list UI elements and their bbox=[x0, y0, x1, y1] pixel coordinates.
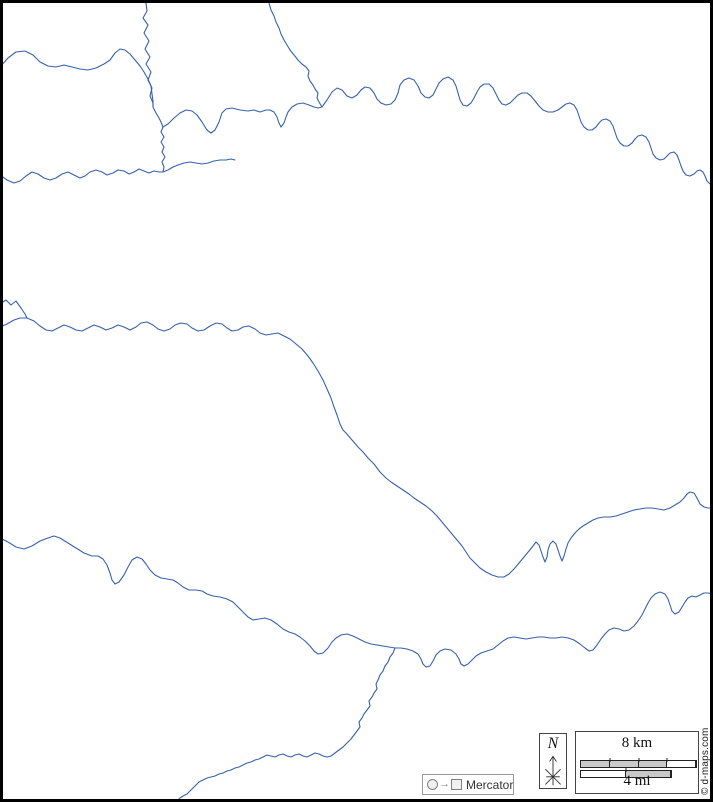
scale-bar-tick bbox=[625, 768, 627, 772]
scale-bar-tick bbox=[666, 758, 668, 762]
river-south-tributary bbox=[177, 647, 396, 801]
scale-bar-tick bbox=[609, 758, 611, 762]
river-south-branch bbox=[160, 126, 166, 173]
scale-km-bar bbox=[580, 758, 697, 768]
globe-circle-icon bbox=[427, 779, 438, 790]
compass-box: N bbox=[539, 733, 567, 789]
river-middle-main bbox=[0, 317, 713, 578]
scale-bar-segment bbox=[581, 761, 610, 767]
copyright-credit: © d-maps.com bbox=[700, 727, 711, 795]
scale-km-label: 8 km bbox=[621, 735, 653, 751]
scale-bar-segment bbox=[626, 771, 671, 777]
scale-bar-segment bbox=[667, 761, 696, 767]
scale-bar-segment bbox=[609, 761, 639, 767]
scale-bar-tick bbox=[638, 758, 639, 762]
river-tributary-northeast bbox=[268, 2, 323, 108]
river-west-lower bbox=[0, 158, 236, 184]
scale-mi-label: 4 mi bbox=[623, 773, 651, 789]
scale-box: 8 km 4 mi bbox=[575, 731, 699, 794]
projection-arrow-icon: → bbox=[439, 778, 450, 790]
flat-map-square-icon bbox=[451, 779, 462, 790]
compass-rose-icon bbox=[545, 755, 561, 786]
river-headwater-north bbox=[142, 2, 164, 128]
projection-badge: → Mercator bbox=[422, 774, 514, 795]
scale-mi-bar bbox=[580, 768, 672, 778]
river-north-main bbox=[162, 76, 713, 186]
scale-bar-segment bbox=[638, 761, 668, 767]
river-middle-stub bbox=[0, 299, 28, 319]
projection-label: Mercator bbox=[466, 777, 514, 792]
scale-bar-segment bbox=[581, 771, 626, 777]
compass-north-label: N bbox=[547, 735, 559, 752]
river-bottom-main bbox=[0, 535, 713, 668]
river-headwater-west bbox=[0, 48, 154, 108]
